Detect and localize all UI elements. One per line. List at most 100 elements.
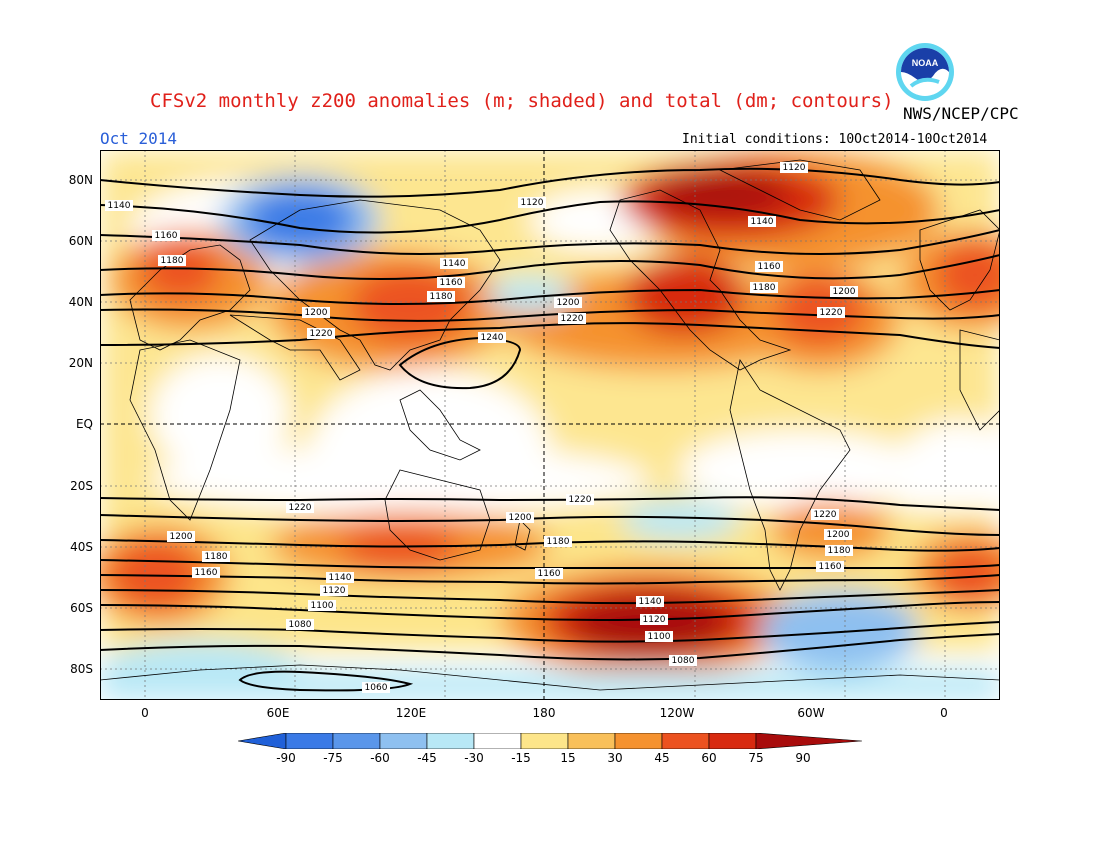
lat-label: 40N	[68, 295, 93, 309]
svg-text:1160: 1160	[440, 278, 463, 288]
svg-text:1220: 1220	[289, 503, 312, 513]
contour-label: 1220	[286, 502, 314, 513]
svg-text:1140: 1140	[329, 573, 352, 583]
svg-text:1120: 1120	[783, 163, 806, 173]
contour-label: 1140	[440, 258, 468, 269]
svg-text:1200: 1200	[509, 513, 532, 523]
chart-title: CFSv2 monthly z200 anomalies (m; shaded)…	[150, 90, 894, 112]
svg-text:1200: 1200	[557, 298, 580, 308]
coastlines	[100, 159, 1000, 691]
svg-text:1220: 1220	[820, 308, 843, 318]
colorbar-swatch	[332, 733, 381, 749]
colorbar-tick-label: -60	[370, 751, 390, 765]
contour-label: 1200	[302, 307, 330, 318]
colorbar-swatch	[567, 733, 616, 749]
contour-label: 1160	[437, 277, 465, 288]
lon-label: 120W	[659, 706, 695, 720]
contour-label: 1220	[558, 313, 586, 324]
svg-text:1160: 1160	[155, 231, 178, 241]
svg-text:1120: 1120	[643, 615, 666, 625]
logo-text: NOAA	[912, 58, 939, 68]
contour-label: 1220	[566, 494, 594, 505]
svg-text:1220: 1220	[569, 495, 592, 505]
colorbar-swatch	[426, 733, 475, 749]
colorbar-tick-label: -30	[464, 751, 484, 765]
colorbar-swatch	[285, 733, 334, 749]
contour-label: 1120	[320, 585, 348, 596]
contour-label: 1060	[362, 682, 390, 693]
contour-label: 1240	[478, 332, 506, 343]
initial-conditions-label: Initial conditions: 10Oct2014-10Oct2014	[682, 132, 988, 147]
svg-text:1220: 1220	[814, 510, 837, 520]
svg-text:1140: 1140	[751, 217, 774, 227]
anomaly-shading	[100, 150, 1000, 700]
lat-label: 20N	[68, 356, 93, 370]
contour-label: 1140	[748, 216, 776, 227]
contour-label: 1180	[825, 545, 853, 556]
lon-label: 60W	[797, 706, 825, 720]
colorbar	[238, 733, 862, 749]
svg-text:1140: 1140	[108, 201, 131, 211]
noaa-logo-icon: NOAA	[896, 43, 954, 101]
colorbar-tick-label: 60	[701, 751, 717, 765]
contour-label: 1080	[286, 619, 314, 630]
contour-label: 1200	[167, 531, 195, 542]
colorbar-tick-label: -45	[417, 751, 437, 765]
contour-label: 1120	[780, 162, 808, 173]
anomaly-map: 1140 1160 1180 1120 1140 1160 1180 1200 …	[100, 150, 1000, 700]
svg-text:1140: 1140	[639, 597, 662, 607]
contour-label: 1160	[535, 568, 563, 579]
svg-text:1140: 1140	[443, 259, 466, 269]
contour-label: 1200	[830, 286, 858, 297]
colorbar-tick-label: 75	[748, 751, 764, 765]
svg-text:1200: 1200	[170, 532, 193, 542]
contour-label: 1180	[427, 291, 455, 302]
svg-text:1160: 1160	[538, 569, 561, 579]
svg-text:1100: 1100	[648, 632, 671, 642]
colorbar-swatch	[708, 733, 757, 749]
contour-label: 1220	[811, 509, 839, 520]
colorbar-arrow-low	[238, 733, 287, 749]
contour-label: 1080	[669, 655, 697, 666]
contour-label: 1160	[755, 261, 783, 272]
contour-label: 1180	[544, 536, 572, 547]
svg-text:1060: 1060	[365, 683, 388, 693]
agency-label: NWS/NCEP/CPC	[903, 104, 1019, 123]
svg-text:1200: 1200	[827, 530, 850, 540]
svg-text:1220: 1220	[561, 314, 584, 324]
contour-label: 1220	[817, 307, 845, 318]
lat-label: EQ	[75, 417, 93, 431]
svg-text:1100: 1100	[311, 601, 334, 611]
contour-label: 1180	[202, 551, 230, 562]
svg-text:1180: 1180	[205, 552, 228, 562]
contour-label: 1200	[506, 512, 534, 523]
colorbar-tick-label: 90	[795, 751, 811, 765]
lon-label: 0	[141, 706, 149, 720]
svg-text:1180: 1180	[753, 283, 776, 293]
colorbar-swatch	[379, 733, 428, 749]
contour-label: 1160	[152, 230, 180, 241]
lon-label: 0	[940, 706, 948, 720]
svg-text:1220: 1220	[310, 329, 333, 339]
svg-text:1160: 1160	[758, 262, 781, 272]
svg-text:1180: 1180	[828, 546, 851, 556]
contour-label: 1140	[636, 596, 664, 607]
contour-label: 1180	[750, 282, 778, 293]
lat-label: 60N	[68, 234, 93, 248]
svg-text:1160: 1160	[819, 562, 842, 572]
colorbar-tick-label: 30	[607, 751, 623, 765]
contour-label: 1120	[518, 197, 546, 208]
lat-label: 80N	[68, 173, 93, 187]
svg-text:1160: 1160	[195, 568, 218, 578]
contour-label: 1200	[554, 297, 582, 308]
colorbar-tick-label: 15	[560, 751, 576, 765]
contour-labels: 1140 1160 1180 1120 1140 1160 1180 1200 …	[105, 162, 858, 693]
svg-text:1180: 1180	[161, 256, 184, 266]
colorbar-swatch	[473, 733, 522, 749]
contour-label: 1160	[816, 561, 844, 572]
svg-text:1200: 1200	[305, 308, 328, 318]
lat-label: 20S	[70, 479, 93, 493]
colorbar-tick-label: -75	[323, 751, 343, 765]
svg-text:1120: 1120	[521, 198, 544, 208]
lat-label: 40S	[70, 540, 93, 554]
